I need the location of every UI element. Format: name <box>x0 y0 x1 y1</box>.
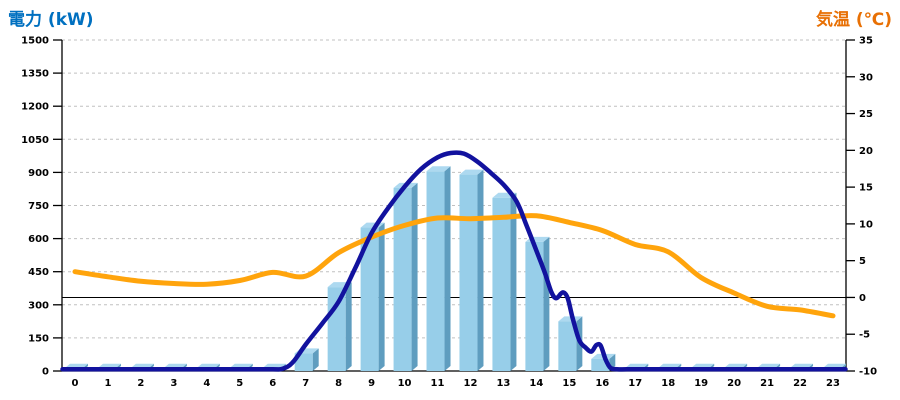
svg-text:23: 23 <box>826 378 840 389</box>
bar <box>492 192 517 371</box>
svg-text:2: 2 <box>137 378 144 389</box>
gridlines <box>62 39 846 339</box>
power-line <box>60 150 848 372</box>
svg-text:9: 9 <box>368 378 375 389</box>
svg-text:21: 21 <box>760 378 774 389</box>
svg-text:8: 8 <box>335 378 342 389</box>
svg-text:3: 3 <box>170 378 177 389</box>
svg-text:19: 19 <box>694 378 708 389</box>
svg-text:-10: -10 <box>859 367 877 378</box>
svg-text:18: 18 <box>661 378 675 389</box>
temperature-line <box>72 213 836 319</box>
svg-text:11: 11 <box>431 378 445 389</box>
svg-text:7: 7 <box>302 378 309 389</box>
svg-text:15: 15 <box>562 378 576 389</box>
bar <box>360 222 385 371</box>
right-axis-ticks: -10 -5 0 5 10 15 20 25 30 35 <box>846 36 877 378</box>
svg-text:1350: 1350 <box>21 69 49 80</box>
svg-text:15: 15 <box>859 183 873 194</box>
svg-text:1200: 1200 <box>21 102 49 113</box>
svg-text:900: 900 <box>28 168 49 179</box>
bars-series <box>64 166 846 371</box>
svg-text:300: 300 <box>28 300 49 311</box>
svg-text:750: 750 <box>28 201 49 212</box>
svg-text:10: 10 <box>398 378 412 389</box>
svg-text:0: 0 <box>42 367 49 378</box>
bar <box>426 166 451 371</box>
left-axis-title: 電力 (kW) <box>8 10 94 30</box>
svg-text:0: 0 <box>859 293 866 304</box>
svg-text:20: 20 <box>859 146 873 157</box>
svg-text:150: 150 <box>28 333 49 344</box>
svg-text:20: 20 <box>727 378 741 389</box>
bar <box>459 169 484 371</box>
svg-text:12: 12 <box>464 378 478 389</box>
svg-text:22: 22 <box>793 378 807 389</box>
svg-text:14: 14 <box>529 378 543 389</box>
svg-text:450: 450 <box>28 267 49 278</box>
svg-text:1500: 1500 <box>21 36 49 47</box>
left-axis-ticks: 0 150 300 450 600 750 900 1050 1200 1350 1500 <box>21 36 62 378</box>
svg-text:5: 5 <box>859 256 866 267</box>
x-axis-labels: 0 1 2 3 4 5 6 7 8 9 10 11 12 13 14 15 16 17 18 19 20 21 22 23 <box>72 378 840 389</box>
bar <box>393 182 418 371</box>
svg-text:0: 0 <box>72 378 79 389</box>
svg-text:1050: 1050 <box>21 135 49 146</box>
svg-text:30: 30 <box>859 72 873 83</box>
svg-text:5: 5 <box>236 378 243 389</box>
svg-text:1: 1 <box>104 378 111 389</box>
right-axis-title: 気温 (℃) <box>815 10 892 30</box>
svg-text:6: 6 <box>269 378 276 389</box>
svg-text:10: 10 <box>859 219 873 230</box>
svg-text:13: 13 <box>496 378 510 389</box>
svg-text:16: 16 <box>595 378 609 389</box>
svg-text:600: 600 <box>28 234 49 245</box>
svg-text:-5: -5 <box>859 330 870 341</box>
svg-text:17: 17 <box>628 378 642 389</box>
svg-text:25: 25 <box>859 109 873 120</box>
svg-text:4: 4 <box>203 378 210 389</box>
svg-text:35: 35 <box>859 36 873 47</box>
